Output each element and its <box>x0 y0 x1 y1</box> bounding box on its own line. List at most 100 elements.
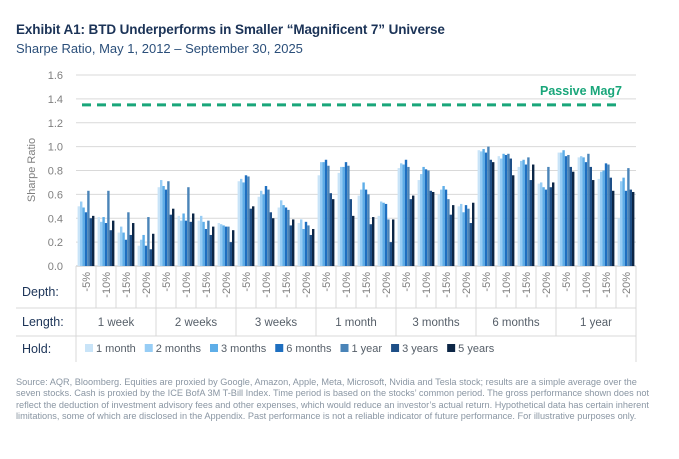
bar <box>82 207 85 266</box>
bar <box>384 203 388 266</box>
bar <box>512 175 515 266</box>
depth-tick-label: -20% <box>301 272 313 298</box>
bar <box>372 217 375 266</box>
bar <box>549 187 552 266</box>
y-tick-label: 1.4 <box>48 94 63 106</box>
bar <box>402 164 405 266</box>
bar <box>324 159 328 266</box>
legend-label: 1 year <box>352 343 383 355</box>
bar <box>544 189 548 266</box>
bar <box>227 226 230 266</box>
bar <box>84 212 88 266</box>
bar <box>140 239 143 266</box>
bar <box>417 180 420 266</box>
bar <box>582 157 585 266</box>
depth-tick-label: -5% <box>81 272 93 292</box>
bar <box>607 164 610 266</box>
bar <box>504 154 508 266</box>
bar <box>480 151 483 266</box>
bar <box>492 162 495 266</box>
bar <box>424 169 428 266</box>
bar <box>264 186 268 266</box>
bar <box>360 189 363 266</box>
bar <box>387 219 390 266</box>
depth-tick-label: -10% <box>261 272 273 298</box>
bar <box>280 200 283 266</box>
bar <box>309 234 312 266</box>
legend-label: 2 months <box>156 343 202 355</box>
bar <box>532 164 535 266</box>
bar <box>377 215 380 266</box>
bar <box>182 213 185 266</box>
bar <box>202 221 205 266</box>
bar <box>152 233 155 266</box>
bar <box>200 215 203 266</box>
legend-swatch <box>275 344 284 352</box>
bar <box>444 189 448 266</box>
length-label: 1 month <box>335 317 377 329</box>
bar <box>400 163 403 266</box>
bar <box>509 158 512 266</box>
bar <box>524 164 528 266</box>
bar <box>460 203 463 266</box>
depth-tick-label: -10% <box>101 272 113 298</box>
bar <box>167 181 170 266</box>
bar <box>97 217 100 266</box>
bar <box>449 214 452 266</box>
row-label-length: Length: <box>22 315 64 329</box>
bar <box>327 165 330 266</box>
bar <box>547 166 550 266</box>
row-label-depth: Depth: <box>22 285 59 299</box>
bar <box>592 180 595 266</box>
bar <box>604 163 608 266</box>
depth-tick-label: -15% <box>601 272 613 298</box>
bar <box>80 201 83 266</box>
bar <box>602 170 605 266</box>
bar <box>212 226 215 266</box>
bar <box>507 153 510 266</box>
bar <box>117 232 120 266</box>
bar <box>420 174 423 266</box>
bar <box>100 221 103 266</box>
bar <box>404 159 408 266</box>
bar <box>204 228 208 266</box>
depth-tick-label: -20% <box>461 272 473 298</box>
bar <box>484 152 488 266</box>
bar <box>412 195 415 266</box>
bar <box>447 199 450 266</box>
depth-tick-label: -15% <box>361 272 373 298</box>
bar <box>337 172 340 266</box>
bar <box>307 225 310 266</box>
source-note: Source: AQR, Bloomberg. Equities are pro… <box>16 377 650 422</box>
bar <box>367 194 370 267</box>
bar <box>472 202 475 266</box>
bar <box>344 162 348 266</box>
legend-swatch <box>391 344 400 352</box>
depth-tick-label: -5% <box>241 272 253 292</box>
y-axis-ticks: 0.0 0.2 0.4 0.6 0.8 1.0 1.2 1.4 1.6 <box>48 70 63 273</box>
bar <box>304 221 308 266</box>
bar <box>124 239 128 266</box>
bar <box>184 220 188 266</box>
bar <box>222 225 225 266</box>
depth-tick-label: -15% <box>441 272 453 298</box>
y-tick-label: 1.0 <box>48 142 63 154</box>
bar <box>247 176 250 266</box>
depth-tick-label: -5% <box>161 272 173 292</box>
bar <box>187 187 190 266</box>
bar <box>392 219 395 266</box>
bar <box>272 218 275 266</box>
bar <box>342 166 345 266</box>
depth-tick-label: -10% <box>421 272 433 298</box>
bar <box>217 223 220 266</box>
bar <box>617 218 620 266</box>
bar <box>589 166 592 266</box>
bar <box>397 168 400 266</box>
depth-tick-label: -20% <box>621 272 633 298</box>
length-label: 1 year <box>580 317 612 329</box>
bar <box>282 205 285 266</box>
bar <box>144 245 148 266</box>
bar <box>197 220 200 266</box>
row-label-hold: Hold: <box>22 342 51 356</box>
bar <box>87 190 90 266</box>
